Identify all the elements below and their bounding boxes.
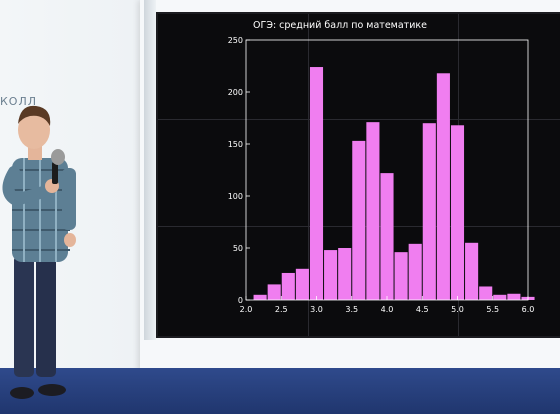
x-tick-label: 3.0 [310, 305, 323, 314]
histogram-bar [295, 268, 309, 300]
chart-title: ОГЭ: средний балл по математике [253, 20, 427, 31]
y-axis: 0 50 100 150 200 250 [228, 36, 250, 305]
screen-seam [158, 119, 560, 120]
histogram-bar [408, 243, 422, 300]
y-tick-label: 100 [228, 192, 243, 201]
histogram-chart: ОГЭ: средний балл по математике 0 50 100 15… [228, 20, 535, 314]
histogram-bar [380, 173, 394, 300]
histogram-bar [253, 294, 267, 300]
x-tick-label: 2.0 [240, 305, 253, 314]
histogram-bar [422, 123, 436, 300]
histogram-bar [479, 286, 493, 300]
histogram-bar [507, 293, 521, 300]
histogram-bar [267, 284, 281, 300]
x-tick-label: 5.5 [486, 305, 499, 314]
histogram-bar [436, 73, 450, 300]
x-tick-label: 2.5 [275, 305, 288, 314]
y-tick-label: 200 [228, 88, 243, 97]
x-tick-label: 5.0 [451, 305, 464, 314]
y-tick-label: 150 [228, 140, 243, 149]
presenter-person [2, 105, 76, 399]
histogram-bar [493, 294, 507, 300]
histogram-bar [309, 67, 324, 300]
histogram-bar [394, 252, 408, 300]
histogram-bar [465, 242, 479, 300]
floor [0, 368, 560, 414]
display-screen: ОГЭ: средний балл по математике 0 50 100 15… [156, 12, 560, 338]
y-tick-label: 250 [228, 36, 243, 45]
x-tick-label: 6.0 [522, 305, 535, 314]
screen-frame-edge [144, 0, 156, 340]
x-tick-label: 3.5 [345, 305, 358, 314]
histogram-bar [324, 250, 338, 300]
histogram-bar [366, 122, 380, 300]
x-axis: 2.0 2.5 3.0 3.5 4.0 4.5 5.0 5.5 6.0 [240, 296, 535, 314]
x-tick-label: 4.0 [381, 305, 394, 314]
histogram-bar [450, 125, 465, 300]
x-tick-label: 4.5 [416, 305, 429, 314]
histogram-bar [281, 272, 295, 300]
wall-text: КОЛЛ [0, 95, 38, 108]
histogram-bar [352, 140, 366, 300]
screen-seam [308, 14, 309, 336]
y-tick-label: 50 [233, 244, 243, 253]
bars-group [253, 67, 535, 300]
histogram-bar [338, 248, 352, 300]
y-tick-label: 0 [238, 296, 243, 305]
